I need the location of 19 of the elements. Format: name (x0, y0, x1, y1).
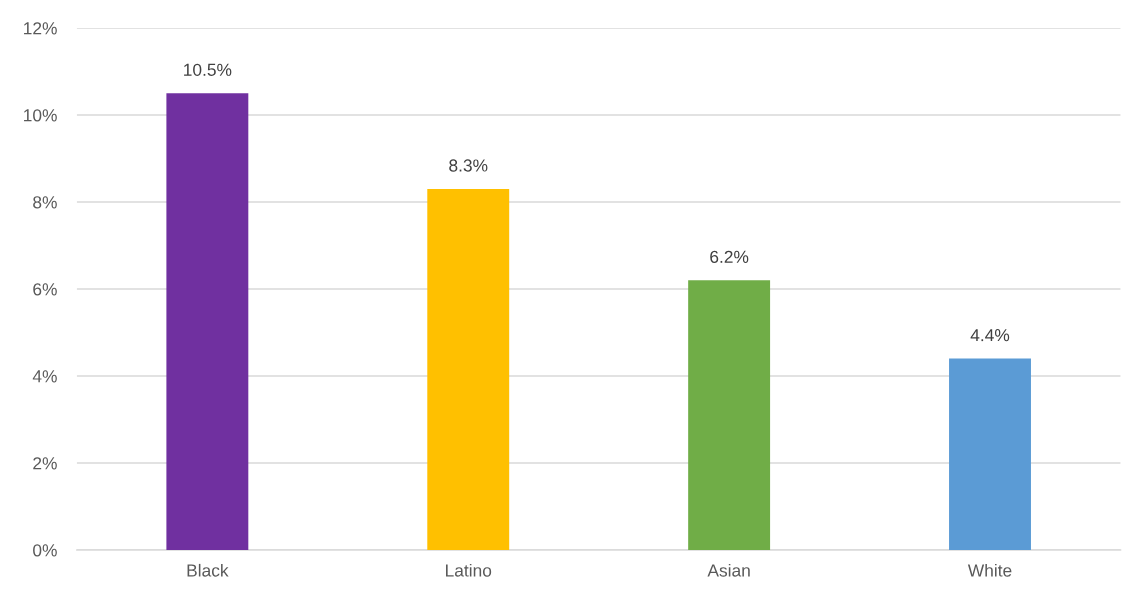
y-tick-label: 8% (33, 196, 57, 209)
data-label: 6.2% (710, 250, 749, 263)
x-tick-label: Latino (446, 563, 492, 577)
bar (688, 280, 771, 551)
y-tick-label: 2% (33, 457, 57, 470)
data-label: 4.4% (970, 329, 1010, 342)
bar (166, 93, 249, 551)
y-tick-label: 6% (33, 283, 57, 296)
bar (949, 358, 1031, 551)
bar (427, 188, 510, 551)
y-tick-label: 4% (32, 370, 57, 383)
x-tick-label: White (967, 563, 1012, 577)
x-tick-label: Asian (707, 563, 750, 577)
x-tick-label: Black (187, 563, 229, 577)
data-label: 8.3% (449, 159, 488, 172)
y-tick-label: 10% (24, 109, 57, 122)
y-tick-label: 0% (33, 544, 57, 557)
y-tick-label: 12% (24, 22, 57, 35)
data-label: 10.5% (184, 63, 232, 76)
